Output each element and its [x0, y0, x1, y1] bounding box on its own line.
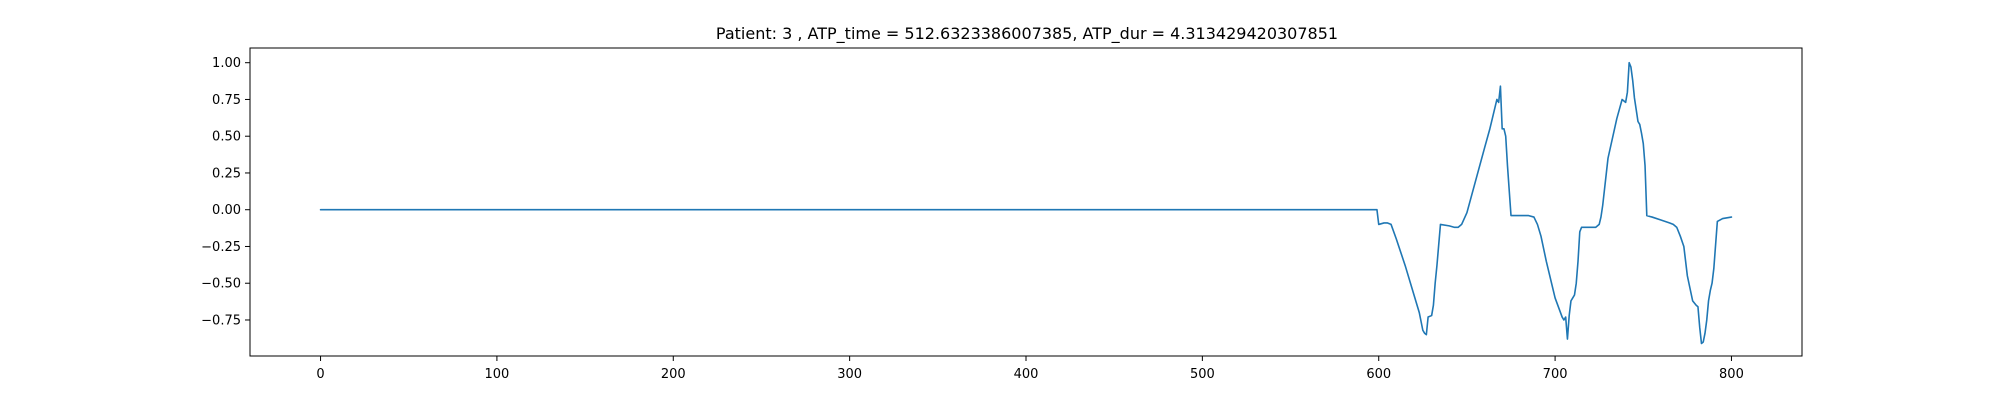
x-tick-label: 200	[661, 367, 686, 382]
x-tick-label: 100	[484, 367, 509, 382]
x-tick-label: 400	[1014, 367, 1039, 382]
series-layer	[319, 61, 1733, 345]
y-tick-label: 1.00	[212, 56, 241, 71]
y-tick-label: −0.50	[201, 277, 241, 292]
x-tick-label: 700	[1543, 367, 1568, 382]
y-tick-label: 0.75	[212, 93, 241, 108]
y-tick-label: −0.75	[201, 313, 241, 328]
y-tick-label: 0.00	[212, 203, 241, 218]
y-tick-label: −0.25	[201, 240, 241, 255]
x-tick-label: 800	[1719, 367, 1744, 382]
series-line-0	[319, 61, 1733, 345]
x-axis: 0 100 200 300 400 500 600 700 800	[316, 356, 1744, 382]
x-tick-label: 0	[316, 367, 324, 382]
y-axis: −0.75 −0.50 −0.25 0.00 0.25 0.50 0.75 1.00	[201, 56, 250, 328]
x-tick-label: 300	[837, 367, 862, 382]
x-tick-label: 600	[1366, 367, 1391, 382]
y-tick-label: 0.25	[212, 166, 241, 181]
y-tick-label: 0.50	[212, 130, 241, 145]
plot-area-frame	[249, 47, 1803, 357]
chart-title: Patient: 3 , ATP_time = 512.632338600738…	[716, 24, 1338, 44]
x-tick-label: 500	[1190, 367, 1215, 382]
